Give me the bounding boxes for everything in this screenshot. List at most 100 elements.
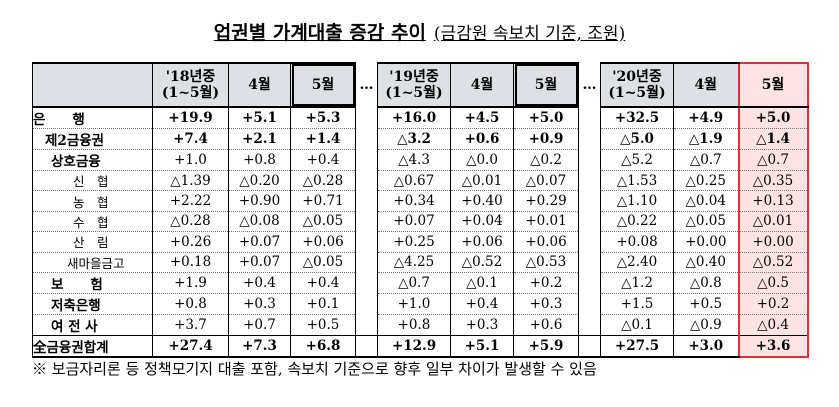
value-cell: +5.3 (290, 107, 356, 129)
header-cell: 4월 (450, 62, 514, 108)
value-cell: +0.00 (737, 231, 809, 253)
header-cell: '19년중 (1~5월) (377, 62, 451, 108)
separator-cell (578, 190, 601, 212)
value-cell: +2.1 (228, 128, 291, 150)
value-cell: △0.35 (737, 170, 809, 192)
value-cell: +0.2 (737, 293, 809, 315)
value-cell: △0.5 (737, 272, 809, 294)
header-cell: '20년중 (1~5월) (600, 62, 674, 108)
value-cell: +0.8 (377, 314, 451, 336)
value-cell: △1.10 (600, 190, 674, 212)
header-cell: … (578, 63, 601, 107)
value-cell: +0.1 (290, 293, 356, 315)
value-cell: +1.9 (152, 272, 229, 294)
value-cell: +4.9 (673, 107, 739, 129)
value-cell: +0.08 (600, 231, 674, 253)
value-cell: △0.8 (673, 272, 739, 294)
value-cell: +0.06 (290, 231, 356, 253)
value-cell: +0.4 (290, 149, 356, 171)
value-cell: +27.5 (600, 334, 674, 358)
separator-cell (578, 293, 601, 315)
value-cell: +12.9 (377, 334, 451, 358)
value-cell: △0.4 (737, 314, 809, 336)
value-cell: △0.1 (450, 272, 514, 294)
corner-cell (32, 62, 153, 108)
value-cell: △0.7 (673, 149, 739, 171)
value-cell: +7.3 (228, 334, 291, 358)
value-cell: +0.06 (513, 231, 579, 253)
value-cell: +0.2 (513, 272, 579, 294)
table-row: 신 협 △1.39 △0.20 △0.28 △0.67 △0.01 △0.07 △1.53 △0… (32, 170, 809, 192)
table-row: 여 전 사 +3.7 +0.7 +0.5 +0.8 +0.3 +0.6 △0.1 △0.9 △0.… (32, 314, 809, 336)
value-cell: +0.4 (228, 272, 291, 294)
value-cell: △4.3 (377, 149, 451, 171)
value-cell: △1.2 (600, 272, 674, 294)
value-cell: +1.5 (600, 293, 674, 315)
value-cell: △0.25 (673, 170, 739, 192)
table-row: 저축은행 +0.8 +0.3 +0.1 +1.0 +0.4 +0.3 +1.5 +0.5 +0.2 (32, 293, 809, 315)
header-cell: 5월 (290, 62, 356, 108)
table-row: 은 행 +19.9 +5.1 +5.3 +16.0 +4.5 +5.0 +32.5 +4.9 +5… (32, 107, 809, 129)
value-cell: +0.07 (377, 211, 451, 233)
value-cell: △0.22 (600, 211, 674, 233)
subtitle: (금감원 속보치 기준, 조원) (433, 24, 626, 44)
title-block: 업권별 가계대출 증감 추이 (금감원 속보치 기준, 조원) (0, 18, 839, 45)
separator-cell (355, 211, 378, 232)
value-cell: +0.7 (228, 314, 291, 336)
separator-cell (355, 149, 378, 171)
value-cell: +3.7 (152, 314, 229, 336)
row-label: 제2금융권 (32, 128, 153, 150)
value-cell: +0.3 (228, 293, 291, 315)
value-cell: △0.28 (152, 211, 229, 233)
separator-cell (355, 334, 378, 358)
value-cell: +27.4 (152, 334, 229, 358)
value-cell: +0.25 (377, 231, 451, 253)
table-row: 수 협 △0.28 △0.08 △0.05 +0.07 +0.04 +0.01 △0.22 △0… (32, 211, 809, 233)
value-cell: △4.25 (377, 252, 451, 273)
value-cell: +3.0 (673, 334, 739, 358)
value-cell: +0.4 (290, 272, 356, 294)
header-row: '18년중 (1~5월) 4월 5월… '19년중 (1~5월) 4월 5월… '20년중 (1~… (32, 62, 809, 108)
value-cell: +0.8 (152, 293, 229, 315)
value-cell: +16.0 (377, 107, 451, 129)
loan-table: '18년중 (1~5월) 4월 5월… '19년중 (1~5월) 4월 5월… '20년중 (1~… (32, 62, 809, 358)
value-cell: △5.0 (600, 128, 674, 150)
value-cell: △0.20 (228, 170, 291, 192)
value-cell: +0.40 (450, 190, 514, 212)
separator-cell (355, 293, 378, 315)
value-cell: △0.2 (513, 149, 579, 171)
title: 업권별 가계대출 증감 추이 (213, 22, 426, 44)
value-cell: +0.4 (450, 293, 514, 315)
value-cell: +0.26 (152, 231, 229, 253)
value-cell: +19.9 (152, 107, 229, 129)
value-cell: +1.0 (377, 293, 451, 315)
header-line: '18년중 (165, 69, 216, 85)
separator-cell (355, 314, 378, 336)
table-row: 새마을금고 +0.18 +0.07 △0.05 △4.25 △0.52 △0.53 △2.40… (32, 252, 809, 273)
separator-cell (355, 190, 378, 212)
value-cell: △0.7 (377, 272, 451, 294)
row-label: 全금융권합계 (32, 334, 153, 358)
value-cell: △0.53 (513, 252, 579, 273)
row-label: 은 행 (32, 107, 153, 129)
header-line: (1~5월) (161, 85, 220, 101)
separator-cell (578, 170, 601, 191)
value-cell: +0.8 (228, 149, 291, 171)
value-cell: +0.07 (228, 231, 291, 253)
row-label: 상호금융 (32, 149, 153, 171)
value-cell: △1.9 (673, 128, 739, 150)
value-cell: +0.6 (513, 314, 579, 336)
row-label: 보 험 (32, 272, 153, 294)
table-row: 산 림 +0.26 +0.07 +0.06 +0.25 +0.06 +0.06 +0.08 +0… (32, 231, 809, 253)
value-cell: +0.3 (513, 293, 579, 315)
row-label: 새마을금고 (32, 252, 153, 273)
table-row: 농 협 +2.22 +0.90 +0.71 +0.34 +0.40 +0.29 △1.10 △0… (32, 190, 809, 212)
separator-cell (578, 314, 601, 336)
separator-cell (355, 231, 378, 253)
row-label: 수 협 (32, 211, 153, 233)
row-label: 저축은행 (32, 293, 153, 315)
value-cell: △1.39 (152, 170, 229, 192)
value-cell: +0.06 (450, 231, 514, 253)
value-cell: +3.6 (737, 334, 809, 358)
